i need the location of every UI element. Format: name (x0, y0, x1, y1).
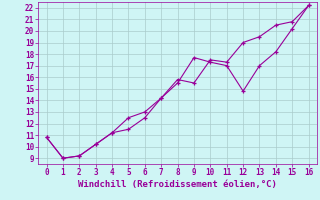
X-axis label: Windchill (Refroidissement éolien,°C): Windchill (Refroidissement éolien,°C) (78, 180, 277, 189)
